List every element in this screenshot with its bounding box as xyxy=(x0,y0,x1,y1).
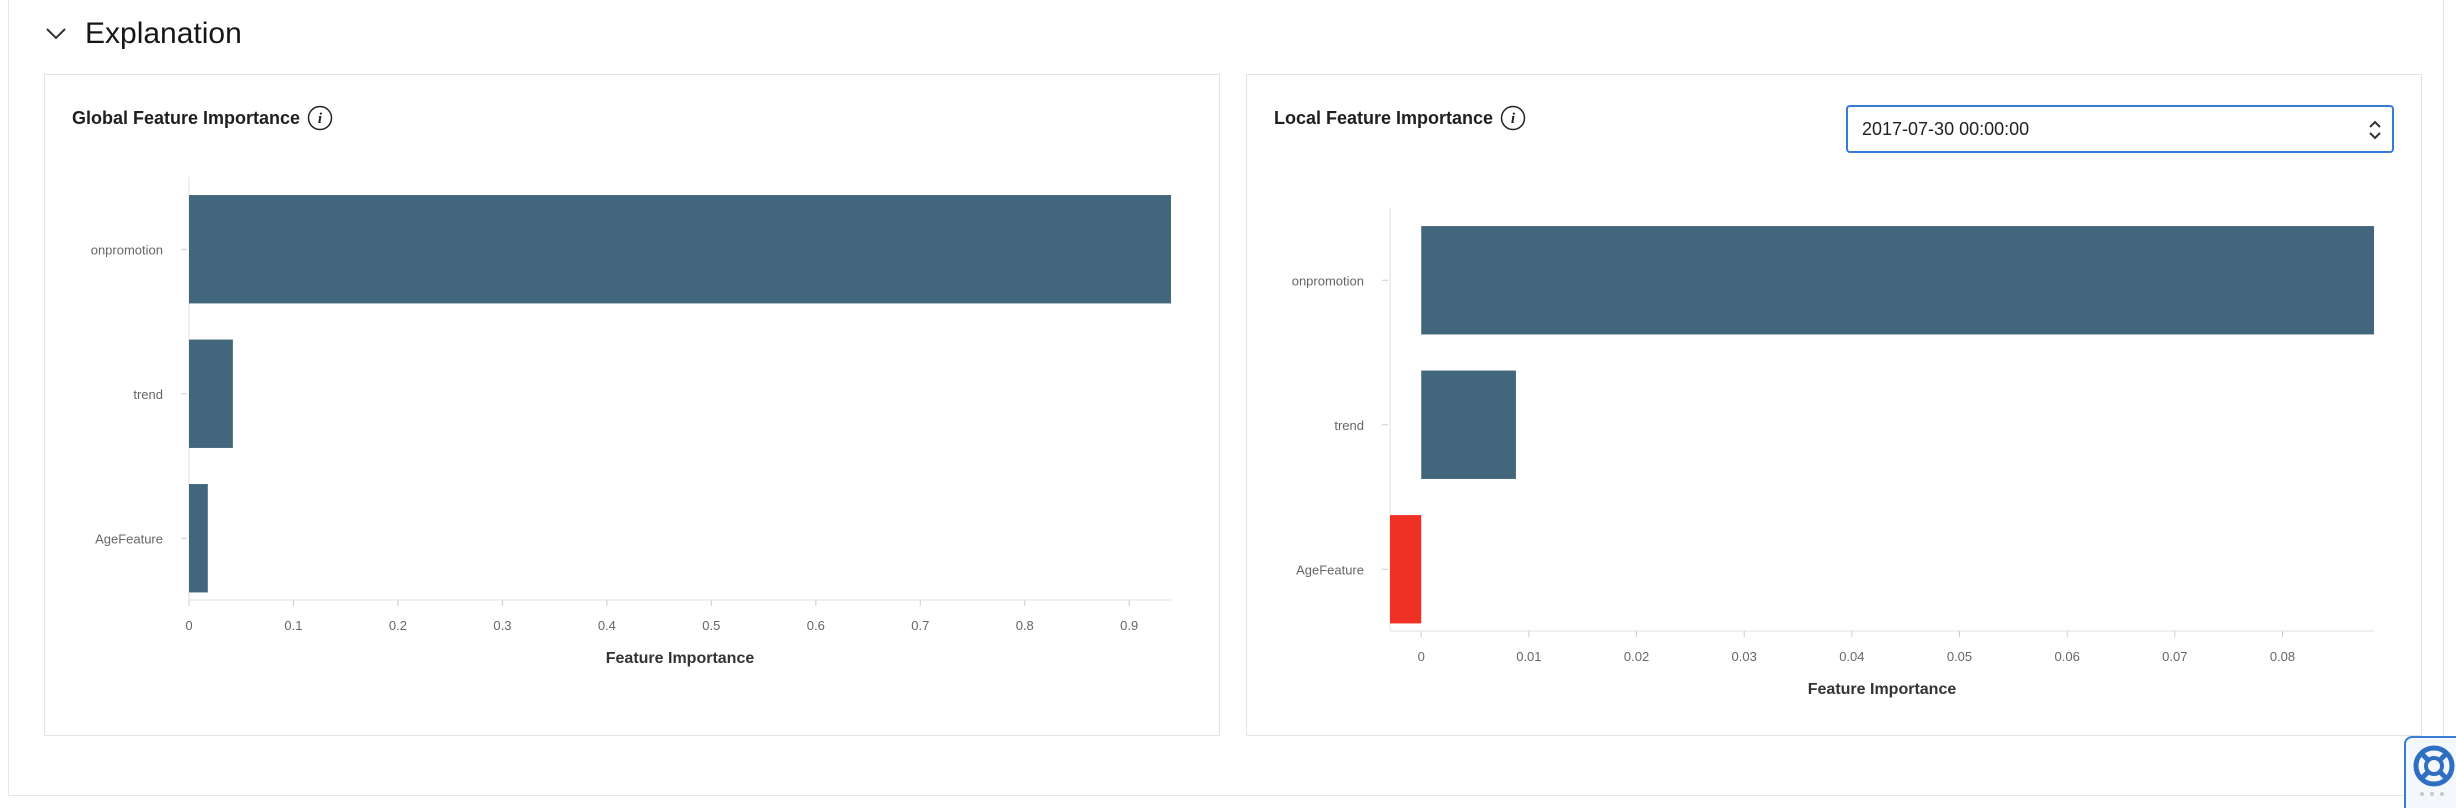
x-tick-label: 0.3 xyxy=(493,618,511,633)
x-tick-label: 0.07 xyxy=(2162,649,2187,664)
info-icon[interactable]: i xyxy=(307,105,333,131)
bar-agefeature[interactable] xyxy=(189,484,208,593)
explanation-panel: Explanation Global Feature Importance i … xyxy=(8,0,2444,796)
y-tick-label: onpromotion xyxy=(91,242,163,257)
global-importance-chart: onpromotion trend AgeFeature 0 0.1 0.2 0.3 0.4 0… xyxy=(91,177,1171,667)
local-importance-chart: onpromotion trend AgeFeature 0 0.01 0.02 0.03 0… xyxy=(1292,208,2374,698)
bar-agefeature[interactable] xyxy=(1390,515,1422,624)
help-button[interactable] xyxy=(2404,736,2456,808)
x-tick-label: 0.1 xyxy=(284,618,302,633)
svg-text:i: i xyxy=(318,111,323,127)
explanation-section-toggle[interactable]: Explanation xyxy=(45,12,242,56)
x-tick-label: 0.9 xyxy=(1120,618,1138,633)
y-tick-label: trend xyxy=(1334,418,1364,433)
x-tick-label: 0.7 xyxy=(911,618,929,633)
svg-text:i: i xyxy=(1511,111,1516,127)
y-tick-label: AgeFeature xyxy=(95,531,163,546)
x-tick-label: 0.08 xyxy=(2270,649,2295,664)
x-tick-label: 0.05 xyxy=(1947,649,1972,664)
x-tick-label: 0.03 xyxy=(1732,649,1757,664)
bar-trend[interactable] xyxy=(189,339,233,448)
x-axis-title: Feature Importance xyxy=(1808,681,1957,698)
x-tick-label: 0.02 xyxy=(1624,649,1649,664)
info-icon[interactable]: i xyxy=(1500,105,1526,131)
x-tick-label: 0.6 xyxy=(807,618,825,633)
x-axis-title: Feature Importance xyxy=(606,650,755,667)
section-title: Explanation xyxy=(85,17,242,50)
local-feature-importance-card: Local Feature Importance i 2017-07-30 00… xyxy=(1246,74,2422,736)
bar-onpromotion[interactable] xyxy=(1421,226,2374,335)
y-tick-label: onpromotion xyxy=(1292,273,1364,288)
local-card-header: Local Feature Importance i xyxy=(1274,105,1526,131)
timestamp-select-value: 2017-07-30 00:00:00 xyxy=(1862,118,2030,139)
x-tick-label: 0 xyxy=(1418,649,1425,664)
x-tick-label: 0.5 xyxy=(702,618,720,633)
global-card-header: Global Feature Importance i xyxy=(72,105,333,131)
bar-onpromotion[interactable] xyxy=(189,195,1171,304)
bar-trend[interactable] xyxy=(1421,370,1516,479)
x-tick-label: 0.01 xyxy=(1516,649,1541,664)
x-tick-label: 0.8 xyxy=(1016,618,1034,633)
local-card-title: Local Feature Importance xyxy=(1274,107,1494,128)
x-tick-label: 0.2 xyxy=(389,618,407,633)
y-tick-label: AgeFeature xyxy=(1296,562,1364,577)
chevron-down-icon xyxy=(45,27,67,41)
timestamp-select[interactable]: 2017-07-30 00:00:00 xyxy=(1846,105,2394,153)
y-tick-label: trend xyxy=(133,387,163,402)
x-tick-label: 0.06 xyxy=(2055,649,2080,664)
drag-handle[interactable] xyxy=(2420,792,2444,796)
x-tick-label: 0.4 xyxy=(598,618,616,633)
x-tick-label: 0 xyxy=(185,618,192,633)
x-tick-label: 0.04 xyxy=(1839,649,1864,664)
global-card-title: Global Feature Importance xyxy=(72,107,301,128)
select-arrows-icon xyxy=(2368,119,2382,146)
global-feature-importance-card: Global Feature Importance i onpromotion t… xyxy=(44,74,1220,736)
